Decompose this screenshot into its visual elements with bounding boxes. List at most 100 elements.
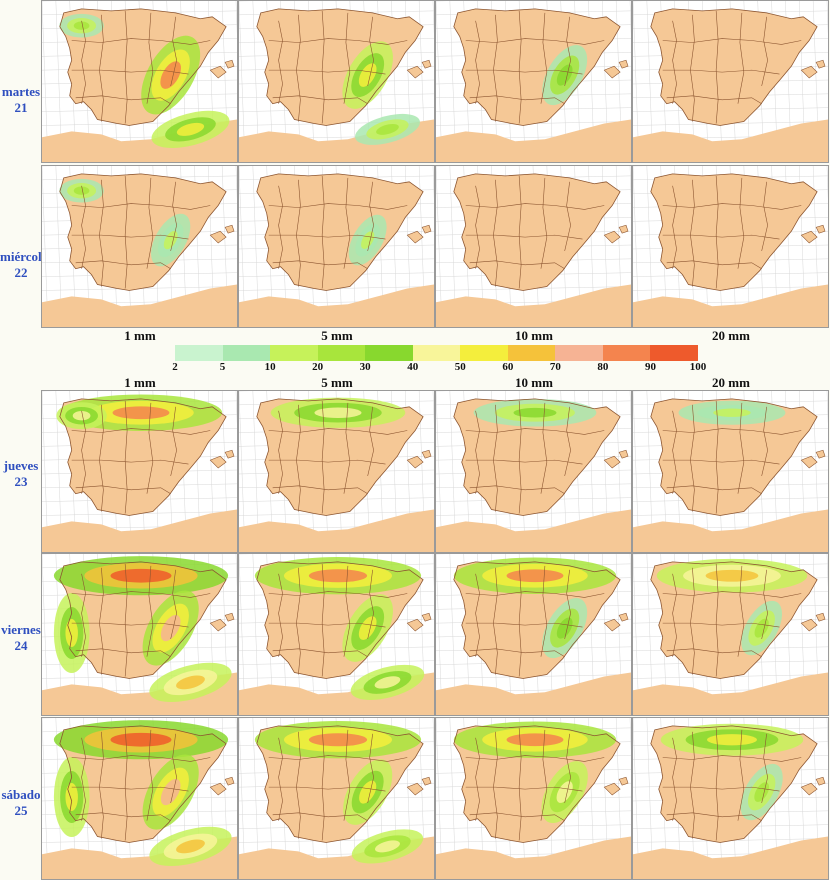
iberian-peninsula <box>650 725 818 843</box>
balearic-island <box>224 224 235 234</box>
iberian-peninsula <box>256 173 424 291</box>
precipitation-map <box>632 165 829 328</box>
iberian-peninsula <box>453 398 621 516</box>
precipitation-area <box>506 733 564 747</box>
precipitation-map <box>435 717 632 880</box>
precipitation-area <box>374 840 400 853</box>
province-borders <box>268 175 408 289</box>
province-borders <box>662 400 802 514</box>
precipitation-map <box>238 553 435 716</box>
map-canvas <box>239 1 434 162</box>
precipitation-area <box>72 410 91 421</box>
balearic-island <box>815 449 826 459</box>
precipitation-area <box>707 734 757 746</box>
balearic-island <box>800 618 818 632</box>
coastline <box>650 8 818 126</box>
province-borders <box>465 10 605 124</box>
map-canvas <box>239 554 434 715</box>
colorbar-tick-label: 50 <box>454 361 466 373</box>
precipitation-area <box>160 61 181 89</box>
coastline <box>59 561 227 679</box>
colorbar-tick-label: 60 <box>502 361 514 373</box>
coastline <box>650 725 818 843</box>
province-borders <box>268 727 408 841</box>
precipitation-area <box>376 123 399 135</box>
iberian-peninsula <box>59 173 227 291</box>
precipitation-area <box>374 676 401 689</box>
colorbar-swatch <box>175 345 224 361</box>
colorbar-swatch <box>555 345 604 361</box>
balearic-island <box>209 65 227 79</box>
balearic-island <box>800 230 818 244</box>
colorbar-tick-label: 20 <box>312 361 324 373</box>
balearic-island <box>406 230 424 244</box>
balearic-island <box>421 449 432 459</box>
precipitation-area <box>513 407 557 418</box>
balearic-island <box>618 59 629 69</box>
threshold-label-bottom-4: 20 mm <box>712 375 750 390</box>
map-canvas <box>42 1 237 162</box>
colorbar-tick-label: 70 <box>549 361 561 373</box>
precipitation-area <box>112 406 170 420</box>
precipitation-area <box>358 63 377 87</box>
province-borders <box>71 175 211 289</box>
precipitation-area <box>713 408 751 417</box>
map-canvas <box>239 166 434 327</box>
iberian-peninsula <box>256 8 424 126</box>
map-canvas <box>633 1 828 162</box>
precipitation-area <box>110 732 172 747</box>
precipitation-area <box>308 733 368 747</box>
province-borders <box>465 400 605 514</box>
coastline <box>453 173 621 291</box>
precipitation-area <box>65 783 78 812</box>
day-name: miércoles <box>0 249 53 264</box>
threshold-label-bottom-2: 5 mm <box>321 375 353 390</box>
balearic-island <box>815 59 826 69</box>
coastline <box>256 398 424 516</box>
precipitation-area <box>73 21 90 30</box>
balearic-island <box>224 59 235 69</box>
colorbar-swatch <box>460 345 509 361</box>
balearic-island <box>209 230 227 244</box>
precipitation-area <box>65 619 78 648</box>
map-canvas <box>436 554 631 715</box>
balearic-island <box>618 449 629 459</box>
balearic-island <box>603 65 621 79</box>
precipitation-map <box>41 390 238 553</box>
balearic-island <box>603 618 621 632</box>
day-name: martes <box>1 84 41 99</box>
day-name: viernes <box>1 622 41 637</box>
north-africa <box>436 672 631 715</box>
province-borders <box>465 563 605 677</box>
balearic-island <box>406 455 424 469</box>
map-canvas <box>633 718 828 879</box>
iberian-peninsula <box>256 398 424 516</box>
coastline <box>59 8 227 126</box>
balearic-island <box>618 224 629 234</box>
colorbar-swatch <box>650 345 699 361</box>
colorbar-tick-label: 30 <box>359 361 371 373</box>
north-africa <box>633 284 828 327</box>
day-label-miercoles: miércoles 22 <box>0 249 53 281</box>
north-africa <box>436 509 631 552</box>
north-africa <box>436 119 631 162</box>
colorbar-swatch <box>365 345 414 361</box>
balearic-island <box>421 59 432 69</box>
precipitation-map <box>435 0 632 163</box>
province-borders <box>662 727 802 841</box>
balearic-island <box>421 612 432 622</box>
day-number: 25 <box>14 803 28 818</box>
map-canvas <box>42 391 237 552</box>
coastline <box>256 725 424 843</box>
balearic-island <box>406 65 424 79</box>
province-borders <box>71 727 211 841</box>
map-canvas <box>633 554 828 715</box>
north-africa <box>633 836 828 879</box>
coastline <box>650 173 818 291</box>
colorbar-swatch <box>412 345 461 361</box>
coastline <box>256 173 424 291</box>
coastline <box>453 8 621 126</box>
coastline <box>650 398 818 516</box>
threshold-label-bottom-1: 1 mm <box>124 375 156 390</box>
iberian-peninsula <box>650 173 818 291</box>
